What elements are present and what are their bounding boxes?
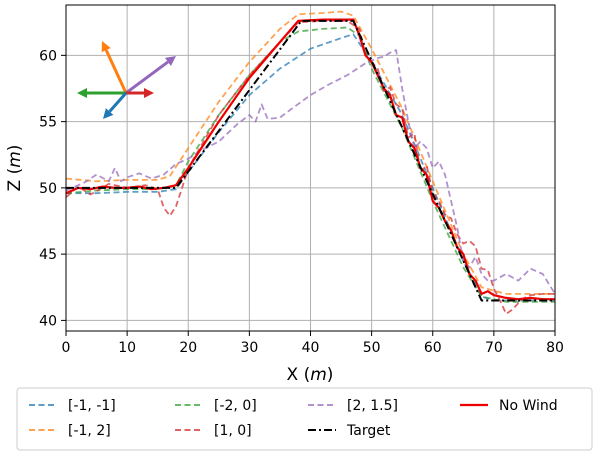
- legend: [-1, -1] [-1, 2] [-2, 0] No Wind Target [1, 0…: [16, 387, 593, 451]
- legend-label: [-1, 2]: [68, 423, 111, 439]
- legend-label: [2, 1.5]: [347, 398, 398, 414]
- series-line-1-2: [66, 10, 555, 295]
- legend-label: [-2, 0]: [214, 398, 257, 414]
- y-tick-label: 55: [39, 115, 57, 131]
- purple-arrow: [125, 56, 176, 95]
- legend-item-2-1.5: [2, 1.5]: [308, 398, 398, 414]
- legend-label: [1, 0]: [214, 423, 252, 439]
- legend-label: No Wind: [499, 398, 558, 414]
- x-tick-label: 40: [302, 340, 320, 356]
- legend-item-1-2: [-1, 2]: [29, 423, 111, 439]
- series-line-target: [66, 19, 555, 302]
- legend-frame: [16, 387, 593, 451]
- grid-lines: [65, 5, 556, 331]
- x-tick-label: 0: [62, 340, 71, 356]
- y-tick-label: 60: [39, 48, 57, 64]
- x-tick-label: 80: [546, 340, 564, 356]
- x-tick-label: 10: [118, 340, 136, 356]
- legend-label: Target: [346, 423, 391, 439]
- y-tick-label: 50: [39, 181, 57, 197]
- x-tick-label: 20: [179, 340, 197, 356]
- axis-ticks: 0 10 20 30 40 50 60 70 80 40 45 50 55 60: [39, 48, 564, 356]
- x-tick-label: 30: [240, 340, 258, 356]
- legend-item-1-1: [-1, -1]: [29, 398, 116, 414]
- x-tick-label: 60: [424, 340, 442, 356]
- blue-arrow: [103, 92, 128, 119]
- x-tick-label: 50: [363, 340, 381, 356]
- legend-item-2-0: [-2, 0]: [175, 398, 257, 414]
- direction-arrows-inset: [77, 41, 176, 119]
- orange-arrow: [101, 41, 128, 94]
- legend-label: [-1, -1]: [68, 398, 116, 414]
- legend-item-no-wind: No Wind: [460, 398, 558, 414]
- legend-item-target: Target: [308, 423, 391, 439]
- red-arrow: [126, 88, 154, 98]
- series-lines: [66, 10, 555, 315]
- x-tick-label: 70: [485, 340, 503, 356]
- y-tick-label: 40: [39, 313, 57, 329]
- x-axis-label: X (m): [287, 365, 334, 385]
- series-line-1-0: [66, 20, 555, 315]
- y-tick-label: 45: [39, 247, 57, 263]
- series-line-no-wind: [66, 18, 555, 301]
- y-axis-label: Z (m): [5, 145, 25, 192]
- green-arrow: [77, 88, 126, 98]
- legend-item-1-0: [1, 0]: [175, 423, 252, 439]
